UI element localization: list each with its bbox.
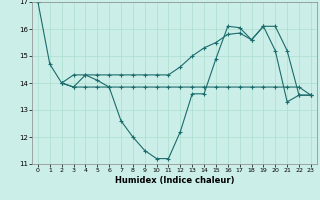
X-axis label: Humidex (Indice chaleur): Humidex (Indice chaleur) — [115, 176, 234, 185]
